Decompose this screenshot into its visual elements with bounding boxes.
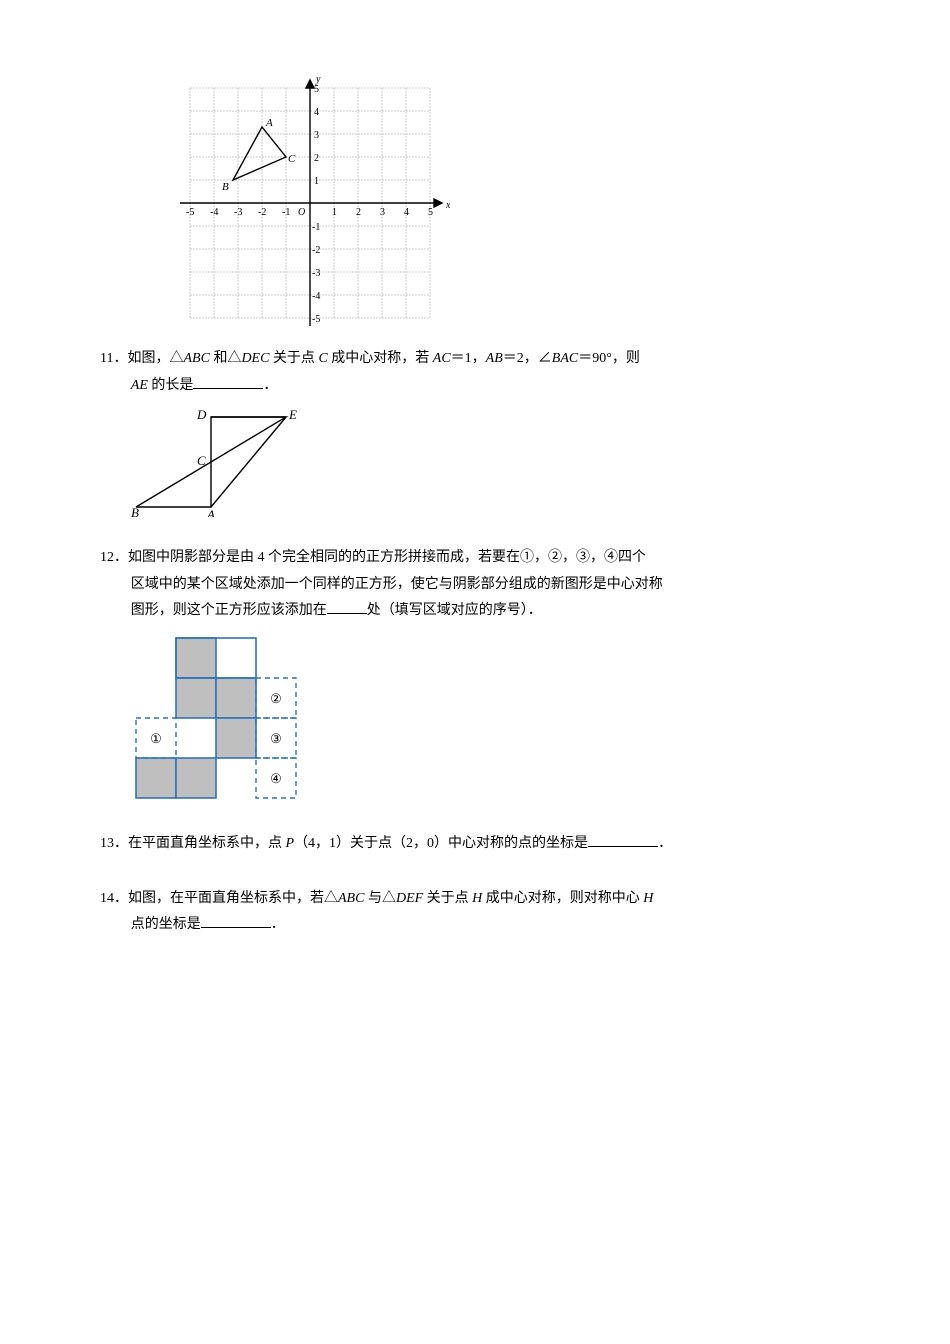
svg-text:D: D — [196, 407, 207, 422]
question-11: 11．如图，△ABC 和△DEC 关于点 C 成中心对称，若 AC＝1，AB＝2… — [100, 346, 850, 517]
svg-text:①: ① — [150, 731, 162, 746]
q14-line2: 点的坐标是． — [100, 912, 850, 939]
q11-number: 11． — [100, 351, 127, 366]
svg-text:A: A — [206, 507, 215, 517]
q11-blank — [193, 374, 263, 389]
question-13: 13．在平面直角坐标系中，点 P（4，1）关于点（2，0）中心对称的点的坐标是． — [100, 831, 850, 858]
svg-text:y: y — [315, 74, 321, 85]
svg-text:C: C — [288, 153, 296, 165]
q14-number: 14． — [100, 891, 128, 906]
svg-text:C: C — [197, 453, 206, 468]
svg-text:B: B — [222, 181, 229, 193]
svg-text:1: 1 — [314, 176, 319, 187]
svg-text:3: 3 — [380, 207, 385, 218]
svg-text:5: 5 — [314, 84, 319, 95]
svg-text:5: 5 — [428, 207, 433, 218]
q13-number: 13． — [100, 836, 128, 851]
question-14: 14．如图，在平面直角坐标系中，若△ABC 与△DEF 关于点 H 成中心对称，… — [100, 886, 850, 939]
q12-blank — [327, 599, 367, 614]
svg-text:-4: -4 — [312, 291, 320, 302]
svg-text:2: 2 — [314, 153, 319, 164]
q12-figure: ① ② ③ ④ — [131, 633, 850, 803]
svg-text:4: 4 — [404, 207, 409, 218]
q12-number: 12． — [100, 550, 128, 565]
svg-text:-5: -5 — [312, 314, 320, 325]
svg-text:O: O — [298, 207, 305, 218]
q11-figure: B A C D E — [131, 407, 850, 517]
svg-text:-3: -3 — [312, 268, 320, 279]
svg-text:2: 2 — [356, 207, 361, 218]
svg-text:-1: -1 — [282, 207, 290, 218]
q13-text: 13．在平面直角坐标系中，点 P（4，1）关于点（2，0）中心对称的点的坐标是． — [100, 831, 850, 858]
svg-text:③: ③ — [270, 731, 282, 746]
svg-text:④: ④ — [270, 771, 282, 786]
q12-line3: 图形，则这个正方形应该添加在处（填写区域对应的序号）． — [100, 598, 850, 625]
svg-text:-2: -2 — [258, 207, 266, 218]
svg-text:E: E — [288, 407, 297, 422]
svg-text:1: 1 — [332, 207, 337, 218]
svg-text:x: x — [445, 200, 450, 211]
q11-text-line2: AE 的长是． — [100, 373, 850, 400]
q14-line1: 14．如图，在平面直角坐标系中，若△ABC 与△DEF 关于点 H 成中心对称，… — [100, 886, 850, 913]
q11-text: 11．如图，△ABC 和△DEC 关于点 C 成中心对称，若 AC＝1，AB＝2… — [100, 346, 850, 373]
svg-text:-1: -1 — [312, 222, 320, 233]
q10-figure: -5-4-3 -2-1 123 45 543 21 -1-2-3 -4-5 O … — [160, 68, 850, 338]
q12-line2: 区域中的某个区域处添加一个同样的正方形，使它与阴影部分组成的新图形是中心对称 — [100, 572, 850, 599]
q11-svg: B A C D E — [131, 407, 311, 517]
q14-blank — [201, 913, 271, 928]
q12-line1: 12．如图中阴影部分是由 4 个完全相同的的正方形拼接而成，若要在①，②，③，④… — [100, 545, 850, 572]
question-12: 12．如图中阴影部分是由 4 个完全相同的的正方形拼接而成，若要在①，②，③，④… — [100, 545, 850, 803]
svg-text:-2: -2 — [312, 245, 320, 256]
svg-text:B: B — [131, 505, 139, 517]
svg-text:4: 4 — [314, 107, 319, 118]
q13-blank — [588, 832, 658, 847]
q12-svg: ① ② ③ ④ — [131, 633, 301, 803]
svg-text:-3: -3 — [234, 207, 242, 218]
svg-text:3: 3 — [314, 130, 319, 141]
svg-text:-4: -4 — [210, 207, 218, 218]
svg-text:A: A — [265, 117, 273, 129]
svg-text:-5: -5 — [186, 207, 194, 218]
coordinate-grid: -5-4-3 -2-1 123 45 543 21 -1-2-3 -4-5 O … — [160, 68, 450, 338]
svg-text:②: ② — [270, 691, 282, 706]
